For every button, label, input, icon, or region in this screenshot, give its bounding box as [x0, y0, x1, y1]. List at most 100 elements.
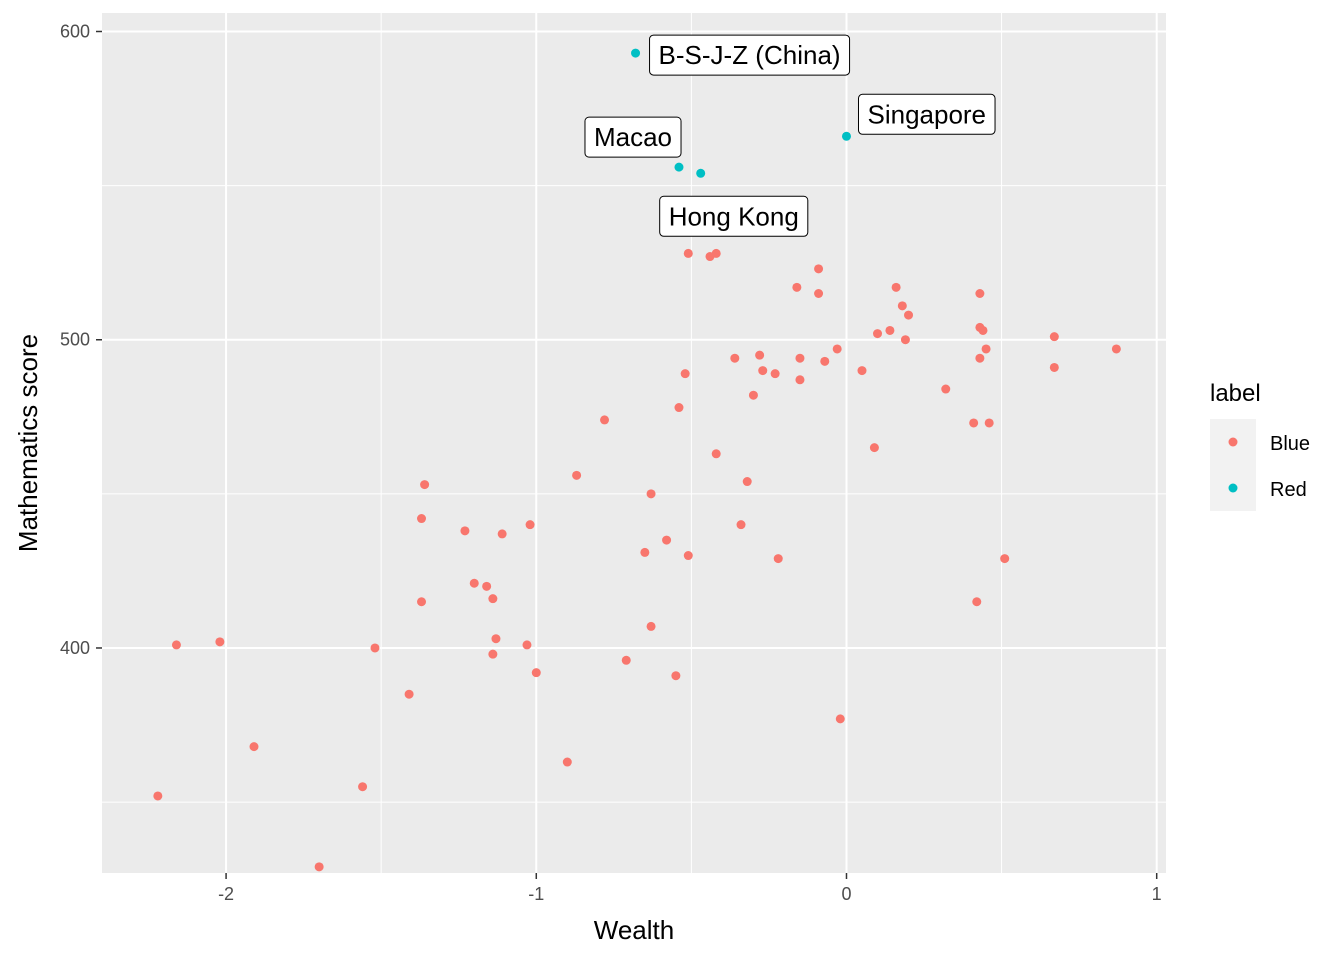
point-blue — [897, 301, 907, 311]
annotation-label: B-S-J-Z (China) — [649, 34, 851, 76]
major-gridlines — [102, 13, 1166, 873]
point-blue — [683, 248, 693, 258]
point-blue — [525, 520, 535, 530]
point-blue — [730, 353, 740, 363]
point-blue — [600, 415, 610, 425]
point-blue — [900, 335, 910, 345]
point-blue — [491, 634, 501, 644]
minor-gridlines — [102, 13, 1166, 873]
x-axis-tick-labels: -2 -1 0 1 — [218, 884, 1162, 904]
point-blue — [904, 310, 914, 320]
point-blue — [662, 535, 672, 545]
point-blue — [358, 782, 368, 792]
point-blue — [795, 353, 805, 363]
point-blue — [969, 418, 979, 428]
point-blue — [832, 344, 842, 354]
point-blue — [773, 554, 783, 564]
legend: label Blue Red — [1210, 380, 1310, 511]
point-blue — [572, 470, 582, 480]
y-tick-label: 500 — [60, 330, 90, 350]
point-blue — [975, 353, 985, 363]
point-blue — [795, 375, 805, 385]
annotation-box — [584, 116, 682, 158]
axis-ticks — [96, 30, 1158, 879]
y-axis-tick-labels: 400 500 600 — [60, 21, 90, 657]
point-blue — [531, 668, 541, 678]
point-blue — [469, 578, 479, 588]
point-blue — [1000, 554, 1010, 564]
point-blue — [417, 597, 427, 607]
point-blue — [792, 282, 802, 292]
point-blue — [770, 369, 780, 379]
point-blue — [420, 480, 430, 490]
point-blue — [1049, 332, 1059, 342]
point-blue — [153, 791, 163, 801]
point-blue — [370, 643, 380, 653]
point-blue — [671, 671, 681, 681]
point-blue — [1049, 362, 1059, 372]
point-blue — [736, 520, 746, 530]
annotation-label: Hong Kong — [659, 195, 809, 237]
point-blue — [885, 325, 895, 335]
annotation-label: Singapore — [857, 93, 996, 135]
x-tick-label: -2 — [218, 884, 234, 904]
point-blue — [869, 443, 879, 453]
point-red — [696, 168, 706, 178]
point-blue — [758, 366, 768, 376]
point-blue — [975, 289, 985, 299]
point-blue — [417, 514, 427, 524]
annotation-text: Macao — [594, 122, 672, 152]
point-blue — [646, 489, 656, 499]
x-tick-label: 0 — [841, 884, 851, 904]
point-blue — [981, 344, 991, 354]
point-blue — [1111, 344, 1121, 354]
annotation-box — [659, 195, 809, 237]
point-red — [674, 162, 684, 172]
point-blue — [482, 581, 492, 591]
legend-label-red: Red — [1270, 479, 1307, 501]
point-blue — [249, 742, 259, 752]
point-red — [841, 131, 851, 141]
point-blue — [680, 369, 690, 379]
point-blue — [562, 757, 572, 767]
legend-label-blue: Blue — [1270, 433, 1310, 455]
legend-keys: Blue Red — [1210, 419, 1310, 511]
legend-key-red — [1228, 483, 1238, 493]
data-points — [153, 48, 1121, 872]
point-blue — [984, 418, 994, 428]
y-tick-label: 600 — [60, 21, 90, 41]
point-blue — [621, 655, 631, 665]
point-blue — [972, 597, 982, 607]
point-blue — [640, 547, 650, 557]
point-blue — [857, 366, 867, 376]
legend-key-blue — [1228, 437, 1238, 447]
x-tick-label: 1 — [1152, 884, 1162, 904]
point-blue — [171, 640, 181, 650]
point-blue — [497, 529, 507, 539]
point-blue — [215, 637, 225, 647]
point-blue — [755, 350, 765, 360]
legend-key-background — [1210, 419, 1256, 511]
point-blue — [314, 862, 324, 872]
point-blue — [835, 714, 845, 724]
point-blue — [820, 356, 830, 366]
point-blue — [891, 282, 901, 292]
point-annotations: B-S-J-Z (China) Singapore Macao Hong Kong — [584, 34, 996, 237]
annotation-text: Hong Kong — [669, 201, 799, 231]
point-blue — [522, 640, 532, 650]
point-blue — [742, 477, 752, 487]
point-blue — [873, 329, 883, 339]
point-blue — [941, 384, 951, 394]
annotation-text: Singapore — [867, 99, 986, 129]
x-tick-label: -1 — [528, 884, 544, 904]
annotation-text: B-S-J-Z (China) — [659, 40, 841, 70]
point-blue — [748, 390, 758, 400]
point-blue — [488, 594, 498, 604]
point-blue — [404, 689, 414, 699]
annotation-box — [857, 93, 996, 135]
y-tick-label: 400 — [60, 638, 90, 658]
point-blue — [814, 289, 824, 299]
point-blue — [711, 248, 721, 258]
x-axis-title: Wealth — [594, 915, 674, 945]
